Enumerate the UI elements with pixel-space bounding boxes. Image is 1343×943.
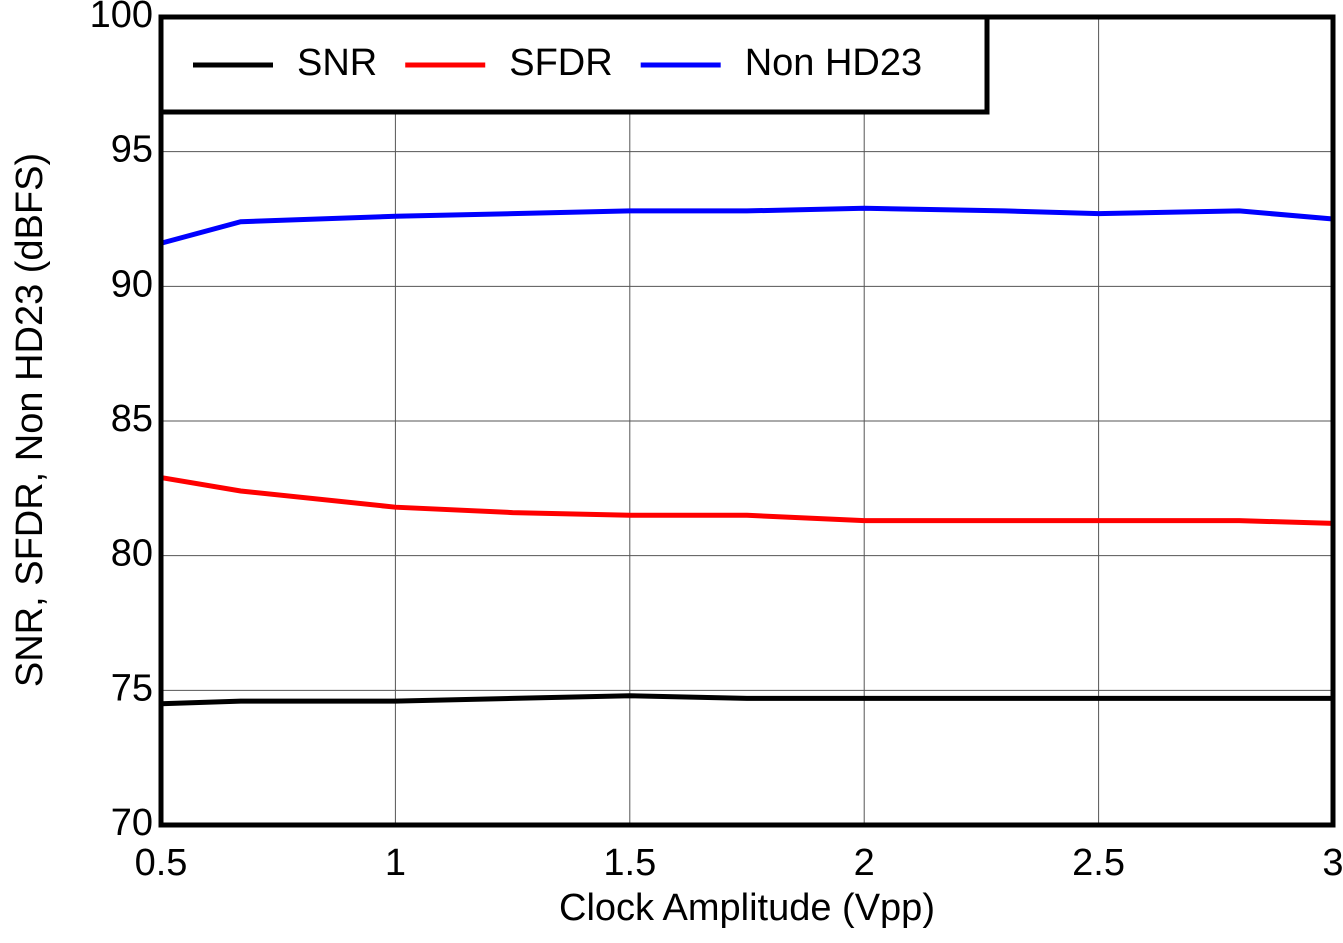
series-line: [160, 475, 1334, 526]
legend-label: Non HD23: [745, 42, 922, 84]
legend: SNR SFDR Non HD23: [158, 14, 990, 115]
y-tick-label: 75: [111, 667, 153, 709]
y-tick-label: 85: [111, 398, 153, 440]
x-tick-label: 1.5: [603, 842, 656, 884]
legend-box: [158, 14, 990, 115]
y-tick-label: 80: [111, 533, 153, 575]
y-tick-label: 90: [111, 263, 153, 305]
x-tick-label: 0.5: [135, 842, 188, 884]
series-line: [160, 205, 1334, 246]
x-tick-label: 1: [385, 842, 406, 884]
legend-label: SNR: [297, 42, 377, 84]
x-tick-label: 2: [854, 842, 875, 884]
y-tick-label: 100: [90, 0, 153, 36]
x-tick-label: 2.5: [1072, 842, 1125, 884]
x-axis-label: Clock Amplitude (Vpp): [559, 887, 935, 929]
y-axis-label: SNR, SFDR, Non HD23 (dBFS): [9, 153, 51, 687]
series-line: [160, 693, 1333, 707]
y-tick-label: 95: [111, 129, 153, 171]
y-tick-label: 70: [111, 802, 153, 844]
legend-label: SFDR: [509, 42, 612, 84]
x-tick-label: 3: [1322, 842, 1343, 884]
